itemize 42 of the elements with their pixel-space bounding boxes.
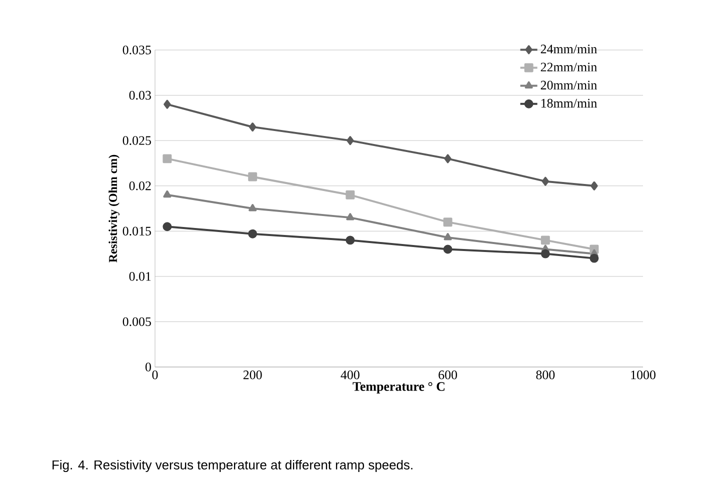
legend-label: 20mm/min: [540, 80, 597, 90]
point: [540, 236, 550, 245]
y-tick-label: 0.03: [129, 90, 151, 100]
x-tick-label: 800: [536, 370, 555, 380]
point: [443, 244, 452, 254]
y-tick-label: 0.005: [122, 317, 151, 326]
point: [444, 154, 452, 164]
point: [590, 254, 599, 263]
y-tick-label: 0.035: [122, 46, 151, 54]
legend-label: 24mm/min: [540, 44, 597, 54]
y-tick-label: 0: [146, 362, 151, 372]
point: [346, 236, 355, 245]
point: [163, 190, 172, 198]
legend-label: 18mm/min: [541, 98, 597, 108]
x-tick-label: 1000: [631, 370, 656, 380]
point: [162, 154, 172, 164]
point: [248, 172, 258, 182]
point: [162, 222, 172, 232]
x-tick-label: 200: [243, 370, 262, 380]
y-tick-label: 0.025: [122, 136, 151, 145]
point: [346, 190, 355, 200]
point: [540, 249, 550, 258]
point: [444, 232, 452, 240]
x-axis-title: Temperature ° C: [352, 382, 445, 394]
x-tick-label: 0: [152, 370, 158, 380]
point: [590, 181, 598, 190]
point: [443, 218, 452, 227]
y-tick-label: 0.01: [129, 272, 151, 281]
x-tick-label: 400: [340, 370, 360, 380]
y-tick-label: 0.015: [122, 226, 151, 236]
point: [542, 176, 550, 186]
point: [346, 213, 354, 220]
y-axis-title: Resistivity (Ohm cm): [108, 154, 120, 262]
x-tick-label: 600: [438, 370, 458, 380]
point: [248, 229, 258, 238]
caption: Fig. 4. Resistivity versus temperature at different ramp speeds.: [52, 460, 412, 472]
legend-label: 22mm/min: [540, 62, 597, 72]
point: [164, 100, 171, 109]
point: [346, 136, 354, 146]
point: [248, 122, 256, 132]
point: [248, 204, 257, 212]
y-tick-label: 0.02: [129, 181, 151, 190]
